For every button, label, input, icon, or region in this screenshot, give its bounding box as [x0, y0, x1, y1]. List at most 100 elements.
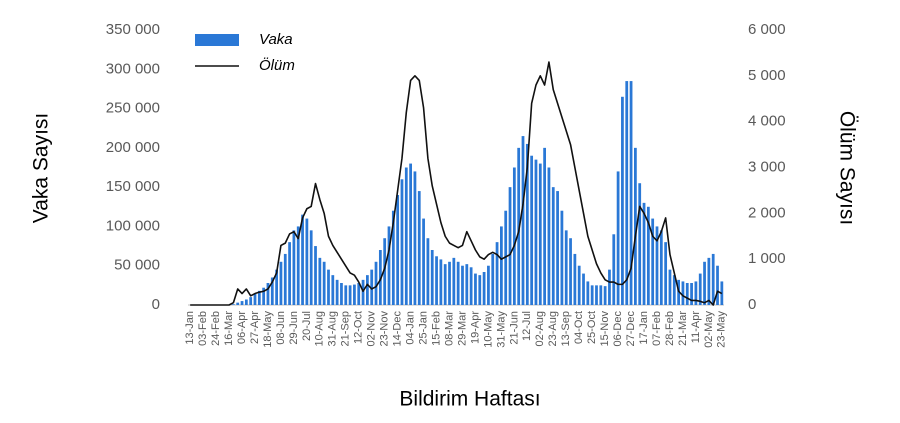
bar: [348, 285, 352, 305]
y2-axis-title: Ölüm Sayısı: [835, 111, 858, 225]
bar: [430, 250, 434, 305]
bar: [366, 275, 369, 305]
bar: [344, 285, 348, 305]
bar: [301, 214, 304, 305]
x-tick-label: 15-Nov: [599, 311, 611, 347]
x-tick-label: 23-May: [716, 311, 728, 348]
legend-swatch: [195, 34, 239, 46]
bar: [564, 230, 568, 305]
bar: [353, 284, 356, 305]
y2-tick-label: 3 000: [748, 158, 786, 175]
x-tick-label: 12-Jul: [521, 311, 533, 341]
bar: [335, 279, 339, 305]
bar: [474, 273, 477, 305]
bar: [711, 253, 715, 305]
bar: [318, 257, 322, 305]
bar: [504, 210, 508, 305]
bar: [262, 287, 266, 305]
bar: [616, 171, 620, 305]
bar: [703, 261, 706, 305]
bar: [361, 279, 365, 305]
bar: [681, 281, 685, 305]
bar: [435, 256, 438, 305]
bar: [426, 238, 430, 305]
bar: [370, 269, 374, 305]
bar: [469, 267, 473, 305]
y-tick-label: 50 000: [114, 257, 160, 274]
bar: [275, 269, 278, 305]
bar: [439, 259, 443, 305]
x-tick-label: 27-Apr: [249, 311, 261, 344]
x-tick-label: 24-Feb: [210, 311, 222, 346]
x-tick-label: 02-May: [703, 311, 715, 348]
y2-tick-label: 6 000: [748, 21, 786, 38]
bar: [612, 234, 616, 305]
x-tick-label: 02-Nov: [366, 311, 378, 347]
bar: [322, 261, 326, 305]
x-tick-label: 17-Jan: [638, 311, 650, 345]
x-tick-label: 08-Mar: [443, 311, 455, 346]
bar: [314, 246, 317, 305]
bar: [534, 159, 538, 305]
bar: [603, 286, 607, 305]
bar: [340, 283, 343, 305]
bar: [305, 218, 309, 305]
y2-tick-label: 1 000: [748, 250, 786, 267]
x-tick-label: 20-Jul: [301, 311, 313, 341]
bar: [685, 283, 689, 305]
bar: [677, 279, 680, 305]
bar: [257, 290, 261, 305]
bar: [400, 179, 404, 305]
x-tick-label: 21-Jun: [508, 311, 520, 345]
legend-label: Vaka: [259, 31, 293, 48]
x-tick-label: 02-Aug: [534, 311, 546, 346]
bar: [538, 163, 542, 305]
bar: [413, 171, 417, 305]
bar: [551, 187, 555, 305]
bar: [530, 155, 534, 305]
bar: [694, 281, 698, 305]
bar: [266, 283, 270, 305]
bar: [646, 206, 650, 305]
bar: [244, 299, 248, 305]
bar: [270, 277, 274, 305]
x-tick-label: 13-Jan: [184, 311, 196, 345]
x-tick-label: 15-Feb: [430, 311, 442, 346]
y2-tick-label: 2 000: [748, 204, 786, 221]
bar: [465, 264, 469, 305]
bar: [577, 265, 581, 305]
bar: [383, 238, 387, 305]
y-tick-label: 0: [152, 296, 160, 313]
bar: [517, 147, 521, 305]
bar: [487, 265, 490, 305]
y-tick-label: 100 000: [106, 217, 160, 234]
bar: [625, 81, 629, 305]
bar: [331, 275, 335, 305]
bar: [659, 230, 663, 305]
bar: [309, 230, 313, 305]
bar: [525, 143, 529, 305]
x-tick-label: 19-Apr: [469, 311, 481, 344]
bar: [573, 253, 577, 305]
bar: [716, 265, 719, 305]
bar: [569, 238, 572, 305]
bar: [482, 272, 486, 305]
y2-tick-label: 0: [748, 296, 756, 313]
x-tick-label: 11-Apr: [690, 311, 702, 344]
bar: [422, 218, 425, 305]
x-tick-label: 23-Aug: [547, 311, 559, 346]
bar: [500, 226, 503, 305]
line: [190, 61, 723, 306]
bar: [232, 304, 235, 305]
x-tick-label: 10-May: [482, 311, 494, 348]
bar: [547, 167, 551, 305]
x-tick-label: 23-Nov: [379, 311, 391, 347]
x-tick-label: 08-Jun: [275, 311, 287, 345]
x-tick-label: 06-Dec: [612, 311, 624, 347]
bar: [396, 195, 400, 305]
bar: [621, 96, 624, 306]
x-tick-label: 03-Feb: [197, 311, 209, 346]
y-tick-label: 150 000: [106, 178, 160, 195]
bar: [512, 167, 516, 305]
